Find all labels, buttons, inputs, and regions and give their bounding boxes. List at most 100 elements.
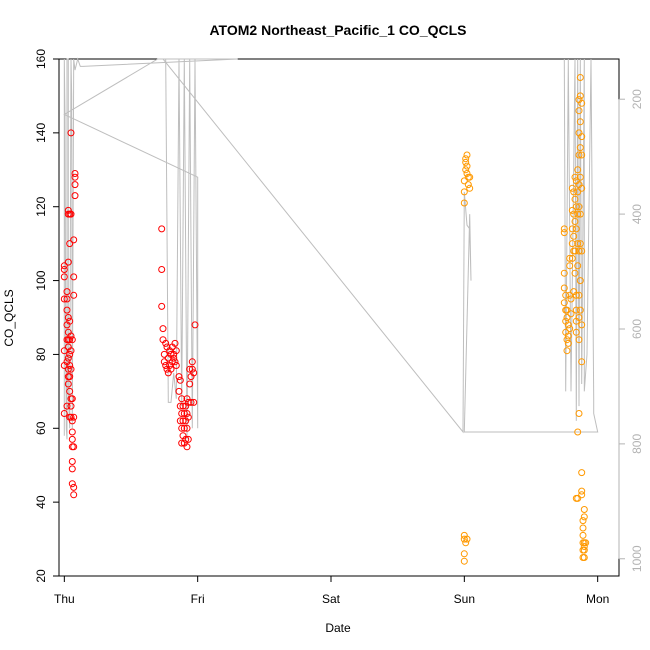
data-point: [460, 557, 468, 565]
data-point: [460, 177, 468, 185]
y2-tick-label: 200: [630, 89, 644, 109]
data-point: [167, 365, 175, 373]
data-point: [574, 188, 582, 196]
data-point: [71, 192, 79, 200]
plot-frame: [58, 58, 620, 577]
data-point: [572, 203, 580, 211]
data-point: [179, 402, 187, 410]
data-point: [63, 288, 71, 296]
data-point: [180, 424, 188, 432]
data-point: [575, 151, 583, 159]
data-point: [560, 225, 568, 233]
data-point: [162, 339, 170, 347]
data-point: [567, 310, 575, 318]
data-point: [183, 424, 191, 432]
data-point: [466, 173, 474, 181]
data-point: [172, 362, 180, 369]
y-tick-label: 160: [34, 49, 48, 69]
data-point: [179, 417, 187, 425]
data-point: [170, 354, 178, 362]
data-point: [191, 321, 199, 329]
data-point: [67, 347, 75, 355]
data-point: [68, 480, 76, 488]
data-point: [176, 376, 184, 384]
data-point: [183, 443, 191, 451]
data-point: [70, 273, 78, 281]
trace-line: [63, 57, 599, 440]
y2-tick-label: 400: [630, 204, 644, 224]
x-axis: Thu Fri Sat Sun Mon: [54, 575, 609, 606]
data-point: [560, 269, 568, 277]
x-tick-label: Fri: [191, 592, 205, 606]
data-point: [579, 524, 587, 532]
data-point: [576, 240, 584, 248]
data-point: [578, 133, 586, 141]
data-point: [162, 362, 170, 369]
data-point: [582, 539, 590, 547]
data-point: [168, 358, 176, 366]
data-point: [578, 321, 586, 329]
data-point: [70, 443, 78, 451]
data-point: [560, 299, 568, 307]
data-point: [566, 291, 574, 299]
data-point: [572, 291, 580, 299]
x-axis-label: Date: [325, 621, 351, 635]
data-point: [160, 350, 168, 358]
data-point: [576, 92, 584, 100]
data-point: [64, 380, 72, 388]
data-point: [574, 166, 582, 174]
data-point: [560, 284, 568, 292]
data-point: [67, 129, 75, 137]
data-point: [578, 99, 586, 107]
data-point: [463, 535, 471, 543]
y2-tick-label: 800: [630, 434, 644, 454]
data-point: [159, 325, 167, 333]
data-point: [574, 240, 582, 248]
data-point: [578, 487, 586, 495]
data-point: [178, 395, 186, 403]
data-point: [183, 410, 191, 417]
data-point: [186, 380, 194, 388]
data-point: [184, 398, 192, 406]
data-point: [460, 550, 468, 558]
data-point: [576, 306, 584, 314]
data-point: [463, 151, 471, 159]
plot-area: [58, 58, 620, 577]
data-point: [462, 158, 470, 166]
data-point: [63, 295, 71, 303]
data-point: [158, 225, 166, 233]
data-point: [567, 295, 575, 303]
data-point: [68, 428, 76, 436]
data-point: [190, 369, 198, 377]
data-point: [70, 413, 78, 421]
x-tick-label: Thu: [54, 592, 75, 606]
data-point: [576, 173, 584, 181]
data-point: [175, 387, 183, 395]
data-point: [563, 306, 571, 314]
data-point: [563, 314, 571, 321]
data-point: [184, 435, 192, 443]
data-point: [60, 347, 68, 355]
data-point: [71, 181, 79, 189]
data-point: [178, 410, 186, 417]
data-point: [580, 513, 588, 521]
data-point: [178, 439, 186, 447]
data-point: [570, 188, 578, 196]
data-point: [171, 339, 179, 347]
y2-axis: 200 400 600 800 1000: [618, 89, 644, 572]
data-point: [462, 155, 470, 163]
data-point: [575, 314, 583, 321]
data-point: [576, 144, 584, 152]
data-point: [579, 517, 587, 525]
data-point: [562, 291, 570, 299]
data-point: [463, 162, 471, 170]
data-point: [70, 291, 78, 299]
data-point: [66, 317, 74, 325]
data-point: [466, 184, 474, 192]
data-point: [574, 428, 582, 436]
line-trace: [63, 57, 599, 440]
data-point: [178, 424, 186, 432]
y-tick-label: 60: [34, 421, 48, 435]
data-point: [574, 494, 582, 502]
data-point: [63, 402, 71, 410]
